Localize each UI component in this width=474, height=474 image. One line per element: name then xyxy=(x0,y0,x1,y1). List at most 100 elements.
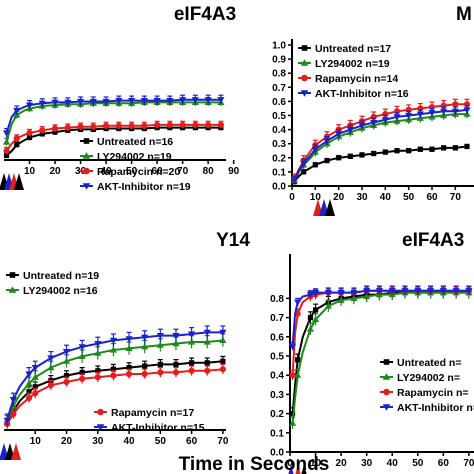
y-tick-label: 0.4 xyxy=(270,371,284,382)
legend-marker xyxy=(301,45,308,51)
timepoint-arrow xyxy=(288,465,294,474)
data-point xyxy=(203,338,211,345)
data-point xyxy=(306,325,315,332)
data-point xyxy=(94,349,102,356)
series-a-3 xyxy=(2,94,225,138)
data-point xyxy=(359,152,365,158)
x-tick-label: 20 xyxy=(336,458,348,469)
data-point xyxy=(312,307,319,313)
data-point xyxy=(32,390,39,397)
data-point xyxy=(375,288,384,295)
data-point xyxy=(311,146,319,153)
y-tick-label: 0.6 xyxy=(270,332,284,343)
data-point xyxy=(141,370,148,378)
series-line xyxy=(293,108,468,181)
data-point xyxy=(370,119,378,127)
data-point xyxy=(388,288,396,295)
data-point xyxy=(288,343,297,350)
data-point xyxy=(95,368,101,374)
data-point xyxy=(179,97,187,104)
series-b-3 xyxy=(290,105,471,185)
data-point xyxy=(157,361,163,367)
panel-b: M 0 10 20 30 40 50 60 70 0.0 0.1 0.2 0.3 0.4 0.5 0.6 0.7… xyxy=(272,4,474,216)
legend-label: LY294002 n=19 xyxy=(97,151,172,163)
y-tick-label: 0.7 xyxy=(272,83,286,94)
data-point xyxy=(417,146,423,152)
legend-marker xyxy=(9,272,16,278)
data-point xyxy=(311,315,320,323)
data-point xyxy=(428,110,436,117)
data-point xyxy=(47,364,55,371)
data-point xyxy=(463,107,471,114)
legend-marker xyxy=(300,90,309,97)
legend-label: Rapamycin n=20 xyxy=(97,166,180,178)
data-point xyxy=(219,366,226,373)
data-point xyxy=(406,148,412,154)
data-point xyxy=(156,333,164,340)
data-point xyxy=(89,98,97,106)
x-tick-label: 20 xyxy=(333,192,345,203)
data-point xyxy=(312,162,318,168)
series-line xyxy=(6,339,224,423)
legend-marker xyxy=(96,424,105,431)
legend-marker xyxy=(97,408,104,416)
y-tick-label: 0.7 xyxy=(270,313,284,324)
y-tick-label: 0.5 xyxy=(270,352,284,363)
data-point xyxy=(25,371,33,378)
series-line xyxy=(6,360,224,425)
series-line xyxy=(5,98,221,134)
data-point xyxy=(25,102,34,109)
chart-title-c: Y14 xyxy=(216,230,250,251)
legend-label: Rapamycin n= xyxy=(397,387,469,399)
series-c-3 xyxy=(3,325,227,427)
timepoint-arrow xyxy=(11,443,21,460)
data-point xyxy=(115,98,123,105)
data-point xyxy=(439,288,447,295)
y-tick-label: 0.8 xyxy=(270,294,284,305)
data-point xyxy=(290,177,298,184)
legend-label: LY294002 n=19 xyxy=(315,58,390,70)
data-point xyxy=(26,134,33,141)
data-point xyxy=(337,296,345,303)
legend-label: Untreated n=17 xyxy=(315,43,391,55)
data-point xyxy=(47,382,55,389)
series-a-2 xyxy=(3,120,224,155)
data-point xyxy=(102,122,110,129)
data-point xyxy=(64,99,72,106)
data-point xyxy=(188,367,195,374)
series-line xyxy=(5,101,221,143)
data-point xyxy=(125,336,133,343)
timepoint-arrow xyxy=(301,465,307,474)
data-point xyxy=(3,147,10,155)
legend-marker xyxy=(83,167,90,175)
y-tick-label: 0.2 xyxy=(272,153,286,164)
x-tick-label: 70 xyxy=(450,192,462,203)
data-point xyxy=(13,107,21,115)
legend-label: Untreated n=16 xyxy=(97,136,173,148)
data-point xyxy=(25,394,33,402)
data-point xyxy=(125,370,133,378)
x-tick-label: 80 xyxy=(203,166,215,177)
data-point xyxy=(204,97,212,104)
y-tick-label: 0.6 xyxy=(272,97,286,108)
y-tick-label: 0.2 xyxy=(270,409,284,420)
data-point xyxy=(62,357,71,364)
panel-d: eIF4A3 0 10 20 30 40 50 60 70 0.0 0.1 0.2 0.3 0.4 0.5 0… xyxy=(270,230,474,474)
data-point xyxy=(306,291,315,299)
data-point xyxy=(324,302,332,309)
data-point xyxy=(414,288,422,295)
data-point xyxy=(14,142,20,148)
data-point xyxy=(217,121,224,128)
data-point xyxy=(10,410,17,418)
data-point xyxy=(371,150,377,157)
data-point xyxy=(3,152,10,159)
data-point xyxy=(301,169,307,175)
y-tick-label: 0.4 xyxy=(272,125,286,136)
data-point xyxy=(76,98,85,106)
timepoint-arrow xyxy=(295,465,301,474)
data-point xyxy=(405,112,413,120)
data-point xyxy=(191,97,199,104)
data-point xyxy=(192,121,199,128)
timepoint-arrow xyxy=(325,199,335,216)
data-point xyxy=(79,375,86,382)
